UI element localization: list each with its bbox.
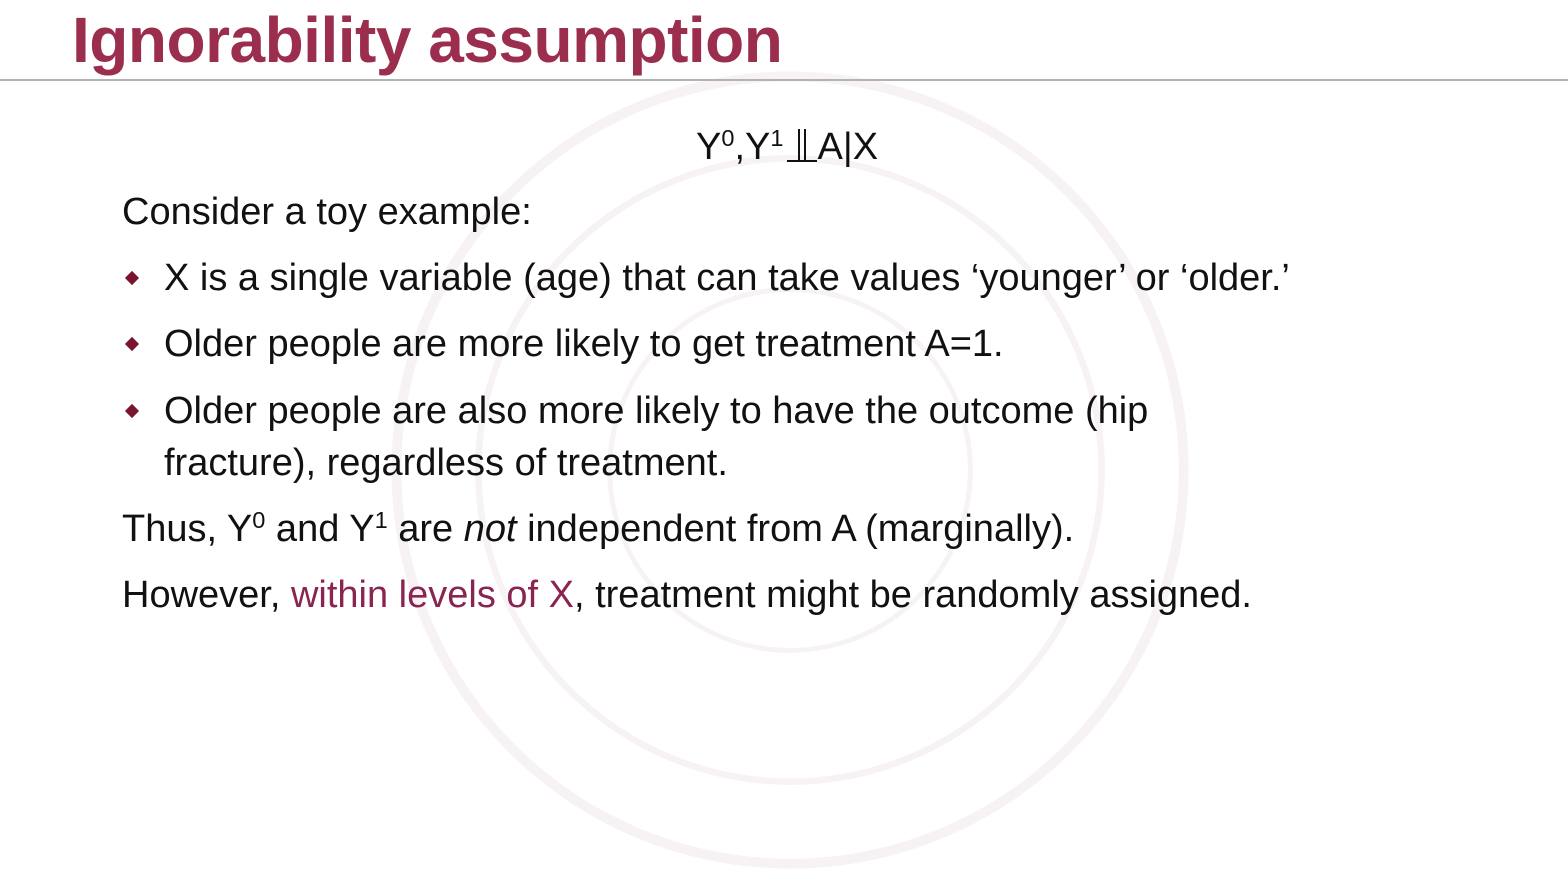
bullet-item-treatment: Older people are more likely to get trea… <box>122 318 1542 370</box>
however-after: , treatment might be randomly assigned. <box>573 574 1252 616</box>
thus-text-4: independent from A (marginally). <box>516 508 1075 550</box>
bullet-item-age: X is a single variable (age) that can ta… <box>122 252 1542 304</box>
title-divider <box>0 79 1568 81</box>
formula-y0-base: Y <box>696 126 722 168</box>
thus-text-1: Thus, Y <box>122 508 253 550</box>
thus-text-3: are <box>387 508 464 550</box>
formula-y1-superscript: 1 <box>770 125 784 152</box>
diamond-bullet-icon <box>124 270 140 286</box>
diamond-bullet-icon <box>124 336 140 352</box>
thus-text-2: and Y <box>265 508 375 550</box>
formula-y0-superscript: 0 <box>721 125 735 152</box>
independence-symbol-icon <box>786 129 817 163</box>
formula-comma: , <box>734 126 746 168</box>
ignorability-formula: Y0,Y1 A|X <box>696 124 878 174</box>
slide-title: Ignorability assumption <box>72 4 783 76</box>
diamond-bullet-icon <box>124 403 140 419</box>
however-before: However, <box>122 574 291 616</box>
conditional-randomization-text: However, within levels of X, treatment m… <box>122 569 1252 621</box>
bullet-text: Older people are also more likely to hav… <box>164 390 1149 484</box>
bullet-item-outcome: Older people are also more likely to hav… <box>122 385 1302 489</box>
intro-text: Consider a toy example: <box>122 191 532 233</box>
bullet-text: X is a single variable (age) that can ta… <box>164 257 1290 299</box>
bullet-text: Older people are more likely to get trea… <box>164 323 1004 365</box>
emphasis-not: not <box>463 508 517 550</box>
thus-superscript-0: 0 <box>252 507 266 534</box>
highlight-within-levels: within levels of X <box>290 574 574 616</box>
formula-conditioning: A|X <box>817 126 879 168</box>
thus-superscript-1: 1 <box>374 507 388 534</box>
formula-y1-base: Y <box>745 126 771 168</box>
marginal-dependence-text: Thus, Y0 and Y1 are not independent from… <box>122 503 1074 559</box>
